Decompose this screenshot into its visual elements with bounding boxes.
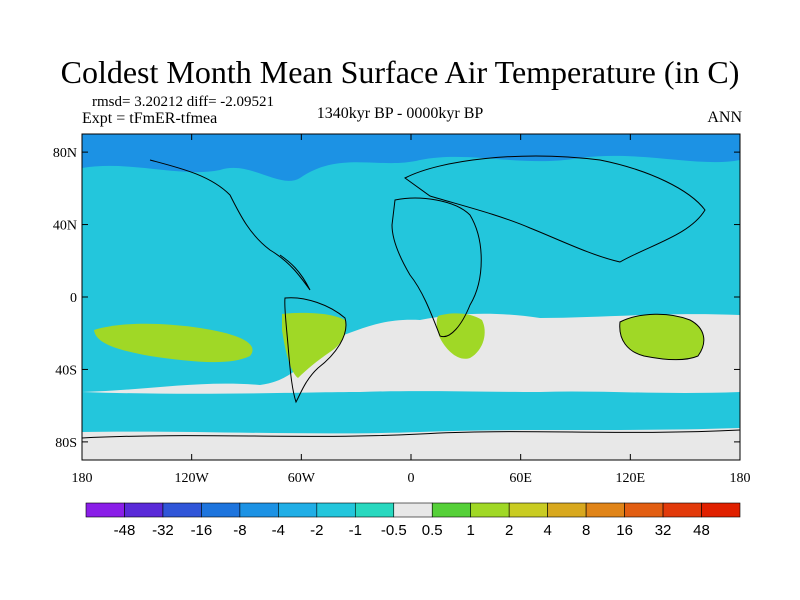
africa-warm-region (436, 313, 485, 359)
colorbar-label: -2 (310, 522, 323, 539)
colorbar-swatch (508, 502, 548, 518)
colorbar-label: 32 (655, 522, 672, 539)
australia-coast (619, 313, 705, 361)
colorbar-swatch (201, 502, 241, 518)
colorbar-label: 2 (505, 522, 513, 539)
lon-tick-label: 0 (408, 471, 415, 486)
colorbar-swatch (162, 502, 202, 518)
africa-coast (391, 197, 482, 338)
colorbar-label: -1 (349, 522, 362, 539)
south-america-warm-region (282, 312, 347, 378)
period-label: 1340kyr BP - 0000kyr BP (316, 105, 484, 122)
colorbar-swatch (431, 502, 472, 518)
antarctica-coast (81, 429, 741, 439)
colorbar-label: -48 (114, 522, 136, 539)
lat-tick-label: 40S (55, 363, 77, 378)
lat-tick-label: 0 (70, 291, 77, 306)
lon-tick-label: 120W (175, 471, 210, 486)
colorbar-swatch (85, 502, 125, 518)
ocean-field (82, 134, 740, 460)
colorbar-label: 8 (582, 522, 590, 539)
colorbar-swatch (701, 502, 741, 518)
longitude-axis: 180 120W 60W 0 60E 120E 180 (72, 134, 751, 486)
colorbar-label: -32 (152, 522, 174, 539)
colorbar-label: -16 (191, 522, 213, 539)
lon-tick-label: 180 (72, 471, 93, 486)
season-label: ANN (707, 109, 742, 126)
colorbar: -48 -32 -16 -8 -4 -2 -1 -0.5 0.5 1 2 4 8 16 32 48 (85, 502, 741, 539)
colorbar-swatch (547, 502, 587, 518)
south-america-coast (284, 297, 347, 404)
colorbar-swatch (585, 502, 625, 518)
stats-text: rmsd= 3.20212 diff= -2.09521 (92, 94, 275, 110)
colorbar-label: 48 (693, 522, 710, 539)
lat-tick-label: 80N (53, 146, 77, 161)
colorbar-swatch (624, 502, 664, 518)
lon-tick-label: 180 (730, 471, 751, 486)
lon-tick-label: 60E (509, 471, 532, 486)
colorbar-label: 4 (543, 522, 551, 539)
arctic-cold-region (82, 134, 740, 181)
colorbar-label: -8 (233, 522, 246, 539)
colorbar-label: -4 (272, 522, 285, 539)
colorbar-swatch (316, 502, 356, 518)
lat-tick-label: 80S (55, 436, 77, 451)
southern-neutral-band (82, 313, 740, 394)
colorbar-swatch (470, 502, 510, 518)
colorbar-swatch (239, 502, 279, 518)
lon-tick-label: 120E (616, 471, 646, 486)
eurasia-coast (404, 155, 706, 263)
colorbar-swatch (662, 502, 702, 518)
latitude-axis: 80N 40N 0 40S 80S (53, 146, 740, 451)
map-title: Coldest Month Mean Surface Air Temperatu… (60, 54, 740, 90)
colorbar-label: -0.5 (381, 522, 407, 539)
north-america-coast (149, 159, 311, 291)
colorbar-label: 0.5 (422, 522, 443, 539)
colorbar-swatch (278, 502, 318, 518)
colorbar-swatch (393, 502, 433, 518)
colorbar-label: 16 (616, 522, 633, 539)
experiment-label: Expt = tFmER-tfmea (82, 110, 218, 127)
south-pacific-warm-region (94, 323, 253, 363)
colorbar-swatch (354, 502, 395, 518)
colorbar-swatch (124, 502, 164, 518)
colorbar-label: 1 (467, 522, 475, 539)
australia-warm-region (619, 314, 704, 360)
lat-tick-label: 40N (53, 219, 77, 234)
coastlines (81, 155, 741, 439)
lon-tick-label: 60W (288, 471, 316, 486)
